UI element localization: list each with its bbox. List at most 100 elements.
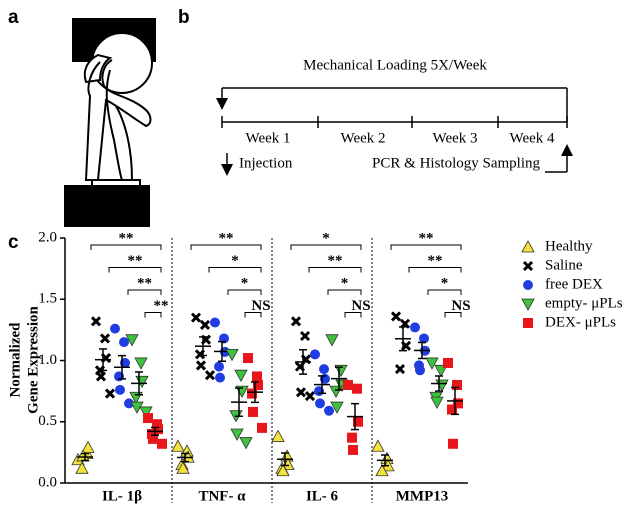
data-point bbox=[419, 333, 429, 344]
legend-label: DEX- μPLs bbox=[545, 314, 616, 330]
data-point bbox=[214, 361, 224, 372]
legend-marker bbox=[523, 280, 533, 290]
week-label: Week 4 bbox=[509, 130, 555, 146]
significance-label: NS bbox=[451, 298, 470, 314]
data-point bbox=[330, 401, 344, 414]
legend-marker bbox=[523, 318, 533, 328]
data-point bbox=[195, 360, 207, 371]
legend-marker bbox=[521, 240, 535, 253]
significance-label: ** bbox=[128, 253, 143, 269]
data-point bbox=[425, 357, 439, 370]
significance-bracket bbox=[208, 267, 262, 273]
data-point bbox=[243, 353, 253, 364]
data-point bbox=[352, 383, 362, 394]
panel-label: c bbox=[8, 232, 19, 253]
data-point bbox=[190, 312, 202, 323]
data-point bbox=[430, 396, 444, 409]
y-tick-label: 0.5 bbox=[38, 413, 57, 429]
data-point bbox=[390, 311, 402, 322]
knee-illustration bbox=[64, 18, 156, 227]
significance-label: ** bbox=[137, 275, 152, 291]
significance-label: ** bbox=[119, 230, 134, 246]
data-point bbox=[299, 330, 311, 342]
data-point bbox=[115, 384, 125, 395]
data-point bbox=[415, 365, 425, 376]
significance-label: ** bbox=[419, 230, 434, 246]
legend-marker bbox=[521, 298, 535, 311]
data-point bbox=[81, 440, 95, 453]
data-point bbox=[315, 398, 325, 409]
x-tick-label: IL- 1β bbox=[102, 488, 142, 504]
data-point bbox=[253, 380, 263, 390]
significance-label: * bbox=[441, 275, 449, 291]
significance-bracket bbox=[444, 312, 462, 318]
data-point bbox=[304, 390, 316, 402]
x-tick-label: IL- 6 bbox=[306, 488, 339, 504]
data-point bbox=[135, 375, 149, 389]
data-point bbox=[75, 461, 89, 474]
data-point bbox=[248, 406, 258, 417]
significance-label: NS bbox=[351, 298, 370, 314]
data-point bbox=[199, 319, 211, 331]
data-point bbox=[443, 357, 453, 368]
y-tick-label: 1.5 bbox=[38, 291, 57, 307]
x-tick-label: TNF- α bbox=[198, 488, 246, 504]
significance-bracket bbox=[127, 289, 162, 295]
data-point bbox=[230, 428, 244, 441]
data-point bbox=[90, 316, 102, 327]
data-point bbox=[95, 371, 107, 382]
significance-bracket bbox=[308, 267, 362, 273]
data-point bbox=[325, 334, 339, 347]
data-point bbox=[348, 444, 358, 455]
data-point bbox=[343, 380, 353, 390]
data-point bbox=[347, 432, 357, 443]
data-point bbox=[276, 463, 290, 477]
data-point bbox=[324, 405, 334, 416]
week-label: Week 2 bbox=[340, 130, 385, 146]
significance-label: ** bbox=[154, 298, 169, 314]
data-point bbox=[435, 379, 449, 392]
y-tick-label: 1.0 bbox=[38, 352, 57, 368]
significance-label: NS bbox=[251, 298, 270, 314]
data-point bbox=[234, 369, 248, 383]
loading-label: Mechanical Loading 5X/Week bbox=[303, 57, 487, 73]
significance-bracket bbox=[390, 244, 462, 250]
legend-label: free DEX bbox=[545, 276, 603, 292]
significance-label: * bbox=[241, 275, 249, 291]
significance-label: ** bbox=[328, 253, 343, 269]
data-point bbox=[448, 438, 458, 449]
data-point bbox=[239, 437, 253, 450]
data-point bbox=[143, 413, 153, 424]
data-point bbox=[447, 404, 457, 415]
data-point bbox=[452, 380, 462, 390]
data-point bbox=[157, 438, 167, 449]
significance-label: ** bbox=[219, 230, 234, 246]
significance-bracket bbox=[327, 289, 362, 295]
significance-bracket bbox=[227, 289, 262, 295]
data-point bbox=[104, 388, 116, 399]
data-point bbox=[453, 398, 463, 409]
data-point bbox=[134, 357, 148, 370]
data-point bbox=[353, 416, 363, 427]
data-point bbox=[434, 364, 448, 378]
data-point bbox=[110, 323, 120, 334]
data-point bbox=[210, 317, 220, 328]
data-point bbox=[295, 387, 307, 398]
data-point bbox=[247, 388, 257, 399]
significance-bracket bbox=[290, 244, 362, 250]
legend-label: empty- μPLs bbox=[545, 295, 623, 311]
week-label: Week 1 bbox=[245, 130, 290, 146]
significance-label: ** bbox=[428, 253, 443, 269]
data-point bbox=[139, 406, 153, 419]
data-point bbox=[290, 316, 302, 327]
week-label: Week 3 bbox=[432, 130, 477, 146]
significance-label: * bbox=[341, 275, 349, 291]
significance-bracket bbox=[190, 244, 262, 250]
data-point bbox=[271, 429, 285, 442]
data-point bbox=[394, 364, 406, 375]
panel-label: b bbox=[178, 7, 190, 28]
data-point bbox=[252, 371, 262, 382]
data-point bbox=[204, 370, 216, 381]
legend-marker bbox=[522, 260, 534, 272]
data-point bbox=[257, 422, 267, 433]
